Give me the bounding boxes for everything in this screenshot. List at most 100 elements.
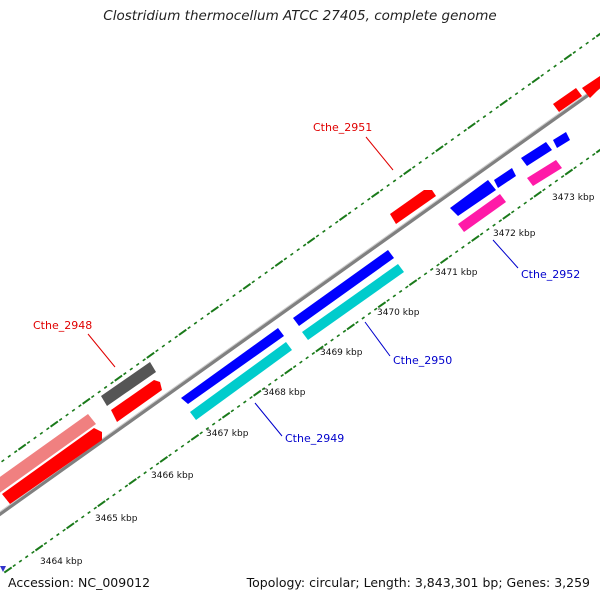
minor-tick — [521, 87, 525, 91]
major-tick — [499, 99, 508, 107]
gene-arrow[interactable] — [190, 342, 292, 420]
minor-tick — [463, 128, 467, 132]
minor-tick — [592, 152, 596, 156]
gene-arrow[interactable] — [0, 414, 96, 494]
minor-tick — [238, 289, 243, 293]
minor-tick — [554, 179, 559, 183]
minor-tick — [355, 320, 359, 324]
minor-tick — [311, 351, 316, 355]
gene-arrow[interactable] — [494, 168, 516, 188]
accession-text: Accession: NC_009012 — [8, 575, 151, 590]
minor-tick — [498, 219, 503, 223]
minor-tick — [43, 541, 48, 546]
minor-tick — [232, 294, 236, 298]
tick-label: 3472 kbp — [493, 229, 536, 239]
gene-arrow[interactable] — [527, 160, 562, 186]
minor-tick — [267, 382, 272, 386]
major-tick — [178, 328, 187, 336]
gene-label[interactable]: Cthe_2951 — [313, 121, 372, 134]
gene-arrow[interactable] — [293, 250, 394, 326]
minor-tick — [243, 400, 247, 404]
gene-arrow[interactable] — [302, 264, 404, 340]
minor-tick — [97, 390, 101, 394]
minor-tick — [236, 404, 241, 408]
gene-arrow[interactable] — [111, 380, 162, 422]
minor-tick — [431, 151, 435, 155]
minor-tick — [218, 418, 222, 422]
gene-arrow[interactable] — [181, 328, 284, 404]
gene-label[interactable]: Cthe_2950 — [393, 354, 452, 367]
minor-tick — [12, 564, 16, 568]
minor-tick — [187, 326, 191, 330]
minor-tick — [510, 210, 515, 214]
major-tick — [403, 168, 412, 176]
gene-arrow[interactable] — [458, 194, 506, 232]
minor-tick — [467, 241, 471, 245]
minor-tick — [251, 280, 256, 284]
minor-tick — [386, 183, 390, 188]
minor-tick — [7, 454, 12, 458]
minor-tick — [540, 73, 544, 77]
outer-tick-track — [1, 32, 600, 463]
tick-label: 3465 kbp — [95, 514, 138, 524]
minor-tick — [514, 92, 519, 96]
gene-arrow[interactable] — [553, 88, 582, 112]
minor-tick — [448, 254, 453, 258]
minor-tick — [334, 220, 339, 224]
major-tick — [146, 351, 155, 359]
minor-tick — [302, 243, 307, 247]
major-tick — [128, 478, 137, 485]
minor-tick — [211, 422, 216, 426]
minor-tick — [62, 528, 66, 532]
major-tick — [338, 214, 348, 222]
minor-tick — [161, 344, 166, 348]
major-tick — [471, 235, 480, 242]
major-tick — [190, 433, 200, 441]
minor-tick — [454, 250, 459, 254]
minor-tick — [322, 229, 326, 233]
genome-backbone — [0, 83, 600, 517]
gene-label[interactable]: Cthe_2952 — [521, 268, 580, 281]
minor-tick — [315, 234, 320, 238]
gene-arrow[interactable] — [521, 142, 552, 166]
minor-tick — [585, 41, 589, 45]
major-tick — [533, 190, 542, 198]
minor-tick — [342, 329, 347, 333]
gene-label[interactable]: Cthe_2948 — [33, 319, 92, 332]
major-tick — [3, 566, 13, 574]
minor-tick — [417, 276, 422, 280]
gene-label[interactable]: Cthe_2949 — [285, 432, 344, 445]
minor-tick — [482, 115, 487, 119]
minor-tick — [124, 484, 129, 488]
minor-tick — [328, 225, 333, 229]
minor-tick — [26, 440, 31, 445]
minor-tick — [225, 298, 230, 302]
gene-arrow[interactable] — [2, 428, 102, 504]
gene-arrow[interactable] — [390, 190, 436, 224]
minor-tick — [495, 105, 500, 110]
gene-arrow[interactable] — [101, 362, 156, 406]
major-tick — [34, 544, 44, 552]
minor-tick — [399, 174, 403, 178]
minor-tick — [579, 161, 584, 165]
minor-tick — [193, 321, 198, 325]
minor-tick — [450, 137, 455, 142]
major-tick — [531, 76, 541, 84]
genome-summary-text: Topology: circular; Length: 3,843,301 bp… — [246, 575, 590, 590]
minor-tick — [249, 396, 253, 400]
gene-arrow[interactable] — [0, 566, 6, 572]
gene-arrow[interactable] — [450, 180, 496, 216]
major-tick — [315, 345, 324, 353]
minor-tick — [135, 362, 140, 367]
minor-tick — [31, 550, 35, 554]
major-tick — [221, 411, 231, 419]
minor-tick — [412, 165, 416, 169]
major-tick — [371, 191, 380, 199]
minor-tick — [330, 338, 334, 342]
map-title: Clostridium thermocellum ATCC 27405, com… — [103, 8, 497, 24]
minor-tick — [257, 275, 262, 279]
minor-tick — [305, 356, 309, 360]
gene-arrow[interactable] — [582, 76, 600, 98]
gene-arrow[interactable] — [553, 132, 570, 148]
tick-label: 3469 kbp — [320, 348, 363, 358]
